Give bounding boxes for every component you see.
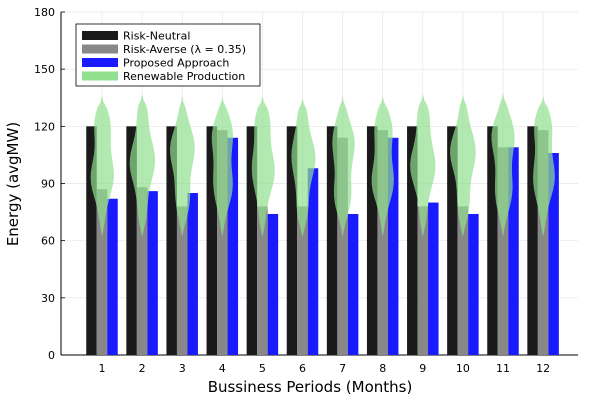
legend-label: Proposed Approach (123, 57, 229, 70)
bar (366, 126, 378, 355)
bar (217, 130, 228, 355)
x-tick-label: 2 (139, 362, 146, 375)
bar (468, 213, 479, 355)
x-tick-label: 12 (536, 362, 550, 375)
bar (387, 137, 399, 355)
bar (428, 202, 439, 355)
bar (96, 189, 108, 355)
bars (86, 126, 559, 355)
legend-swatch (82, 44, 118, 54)
y-tick-label: 0 (48, 349, 55, 362)
violin (211, 95, 233, 237)
bar (347, 213, 359, 355)
y-tick-label: 90 (41, 178, 55, 191)
bar (246, 126, 258, 355)
x-tick-label: 5 (259, 362, 266, 375)
bar (147, 191, 158, 355)
y-tick-label: 120 (34, 120, 55, 133)
bar (326, 126, 338, 355)
bar (417, 206, 429, 355)
violin (410, 93, 436, 237)
x-tick-label: 8 (379, 362, 386, 375)
bar (497, 147, 509, 355)
violin (170, 95, 195, 237)
x-tick-label: 1 (99, 362, 106, 375)
bar (337, 137, 348, 355)
violin (251, 95, 275, 237)
legend-swatch (82, 71, 118, 81)
legend-swatch (82, 58, 118, 67)
violin (129, 93, 155, 237)
bar (206, 126, 218, 355)
bar (407, 126, 418, 355)
x-tick-label: 9 (419, 362, 426, 375)
y-tick-label: 30 (41, 292, 55, 305)
legend-label: Renewable Production (123, 70, 245, 83)
legend-label: Risk-Neutral (123, 30, 190, 43)
violin (291, 97, 316, 237)
bar (176, 206, 188, 355)
bar (457, 206, 469, 355)
violin (90, 95, 114, 237)
violin (371, 95, 394, 237)
bar (86, 126, 97, 355)
bar (537, 130, 549, 355)
legend-swatch (82, 31, 118, 40)
violin (332, 95, 355, 237)
bar (548, 153, 559, 355)
bar (377, 130, 388, 355)
y-tick-label: 180 (34, 6, 55, 19)
bar (527, 126, 538, 355)
bar (257, 206, 268, 355)
bar (297, 206, 308, 355)
bar (286, 126, 298, 355)
x-tick-label: 7 (339, 362, 346, 375)
y-axis-label: Energy (avgMW) (4, 122, 22, 246)
bar (136, 187, 148, 355)
x-tick-label: 11 (496, 362, 510, 375)
bar (187, 193, 198, 355)
bar (447, 126, 458, 355)
y-tick-label: 150 (34, 63, 55, 76)
bar (508, 147, 519, 355)
x-tick-label: 6 (299, 362, 306, 375)
x-tick-label: 10 (456, 362, 470, 375)
x-tick-label: 4 (219, 362, 226, 375)
bar (107, 198, 118, 355)
violin (450, 93, 476, 237)
renewable-production-violins (90, 92, 555, 237)
legend-label: Risk-Averse (λ = 0.35) (123, 43, 246, 56)
bar (227, 137, 239, 355)
bar (487, 126, 498, 355)
bar (267, 213, 279, 355)
y-tick-label: 60 (41, 235, 55, 248)
bar (166, 126, 177, 355)
bar (126, 126, 137, 355)
bar (307, 168, 319, 355)
x-axis-label: Bussiness Periods (Months) (208, 378, 413, 396)
violin (491, 92, 515, 237)
x-tick-label: 3 (179, 362, 186, 375)
violin (533, 95, 555, 237)
